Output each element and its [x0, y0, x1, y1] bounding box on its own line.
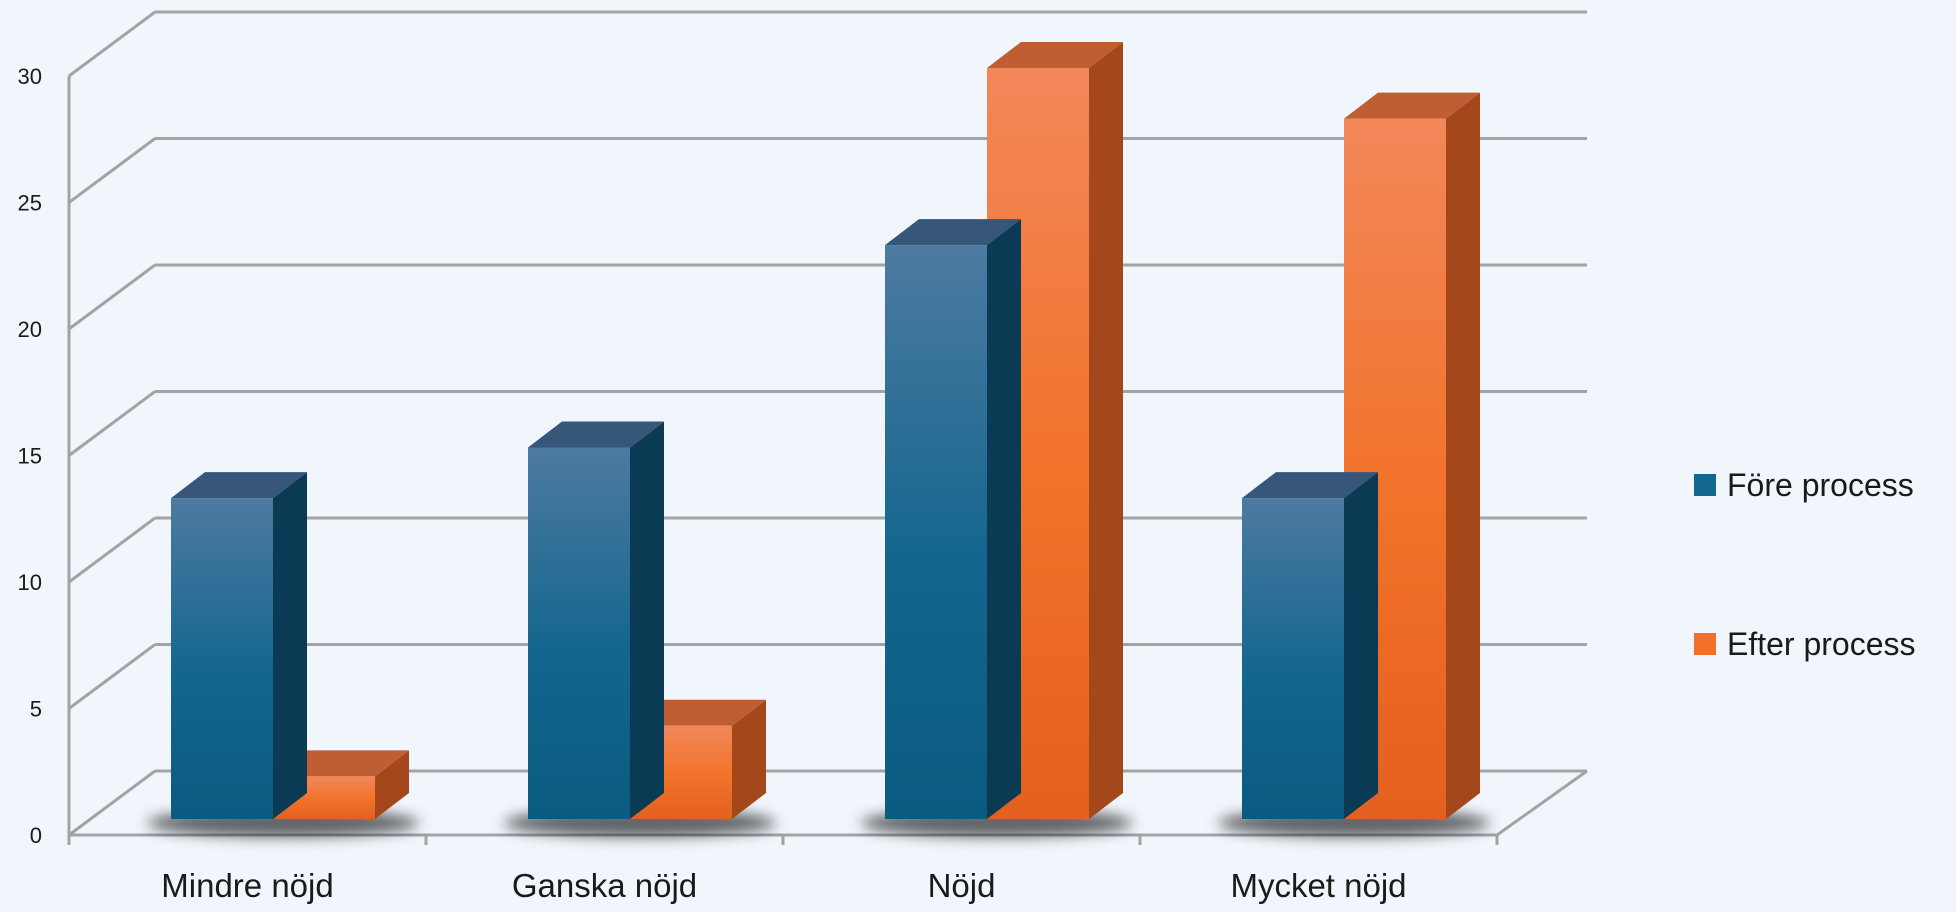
legend-swatch: [1694, 633, 1716, 655]
y-tick-label: 25: [18, 191, 42, 216]
bar-front-face: [171, 498, 273, 819]
x-category-label: Mycket nöjd: [1230, 867, 1406, 904]
labels-layer: 0 5 10 15 20 25 30 Mindre nöjd Ganska nöjd Nöjd My…: [18, 64, 1407, 904]
bar-top-face: [171, 472, 307, 499]
bar-side-face: [273, 472, 307, 819]
legend-item: Efter process: [1694, 626, 1916, 662]
bar-top-face: [987, 42, 1123, 68]
legend-label: Före process: [1727, 467, 1914, 503]
bar-front-face: [1242, 498, 1344, 819]
gridline-side: [68, 390, 156, 457]
legend-swatch: [1694, 474, 1716, 496]
bar-top-face: [528, 421, 664, 448]
y-tick-label: 5: [30, 697, 42, 722]
bar-fore-1: [528, 421, 664, 819]
legend-label: Efter process: [1727, 626, 1916, 662]
x-category-label: Mindre nöjd: [161, 867, 333, 904]
bar-side-face: [1446, 92, 1480, 820]
bar-front-face: [528, 447, 630, 819]
y-tick-label: 15: [18, 444, 42, 469]
gridline-side: [68, 263, 156, 331]
bar-side-face: [987, 219, 1021, 820]
bar-top-face: [1344, 92, 1480, 119]
axes-layer: [67, 10, 1588, 845]
bar-side-face: [732, 699, 766, 819]
x-category-label: Ganska nöjd: [512, 867, 697, 904]
x-category-label: Nöjd: [928, 867, 996, 904]
y-tick-label: 10: [18, 570, 42, 595]
y-tick-label: 30: [18, 64, 42, 89]
bar-fore-2: [885, 219, 1021, 820]
legend: Före process Efter process: [1694, 467, 1916, 662]
gridline-side: [68, 643, 156, 710]
bar-top-face: [885, 219, 1021, 246]
gridline-side: [68, 137, 156, 204]
bar-front-face: [885, 245, 987, 820]
gridline-side: [68, 516, 156, 584]
bar-fore-0: [171, 472, 307, 819]
bar-fore-3: [1242, 472, 1378, 819]
bars-layer: [171, 42, 1480, 820]
floor-right-edge: [1496, 769, 1588, 837]
bar-side-face: [375, 750, 409, 819]
bar-top-face: [1242, 472, 1378, 499]
y-tick-label: 20: [18, 317, 42, 342]
gridline-side: [68, 10, 156, 78]
bar-side-face: [1344, 472, 1378, 819]
bar-side-face: [630, 421, 664, 819]
bar-side-face: [1089, 42, 1123, 819]
gridline-side: [68, 769, 156, 837]
y-tick-label: 0: [30, 823, 42, 848]
legend-item: Före process: [1694, 467, 1914, 503]
